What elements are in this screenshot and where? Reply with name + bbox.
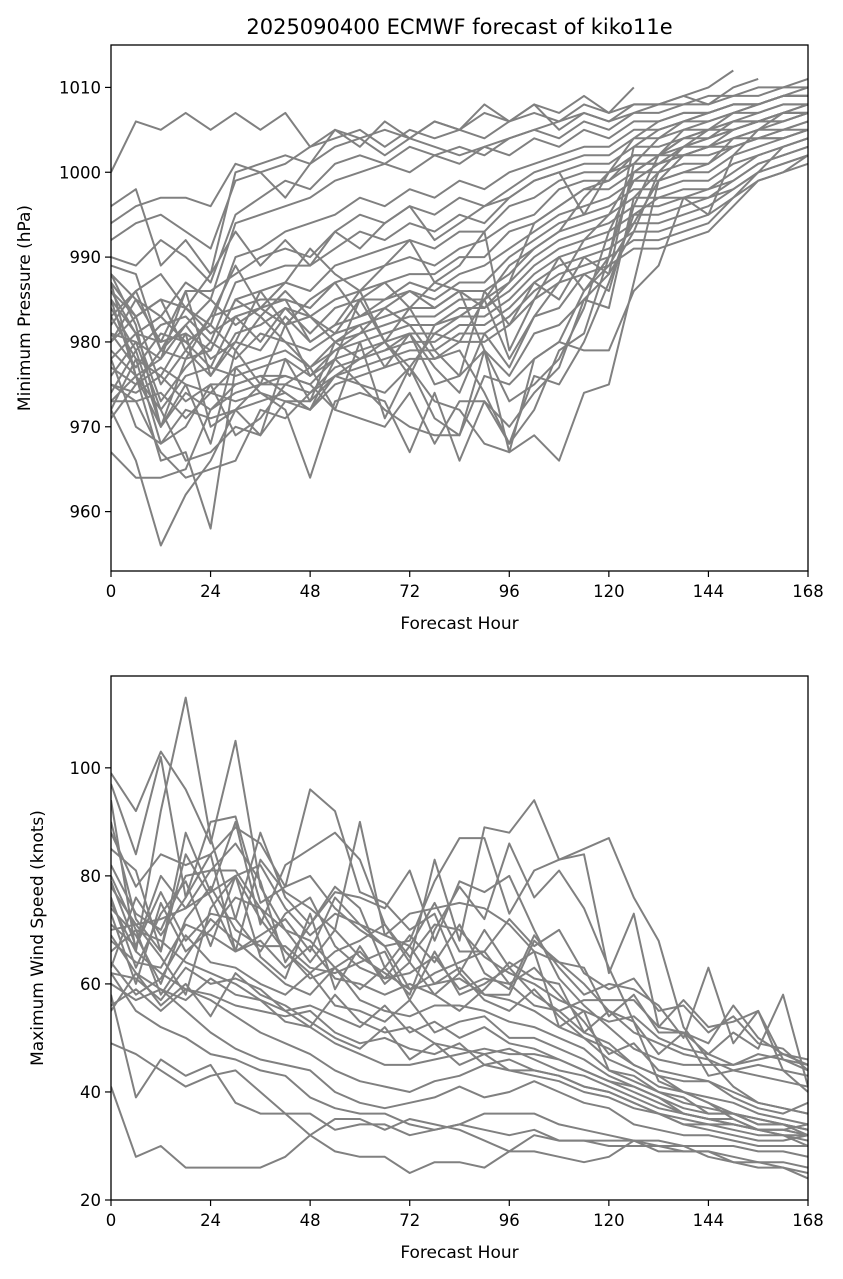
chart-title: 2025090400 ECMWF forecast of kiko11e [246, 15, 672, 39]
wind-y-tick-label: 100 [70, 759, 102, 778]
pressure-ensemble-member-line [111, 111, 808, 343]
pressure-x-tick-label: 48 [300, 582, 321, 601]
wind-y-tick-label: 80 [80, 867, 101, 886]
wind-ensemble-member-line [111, 696, 808, 1147]
pressure-x-tick-label: 96 [499, 582, 520, 601]
pressure-axes-frame [110, 44, 809, 572]
pressure-ensemble-member-line [111, 69, 734, 276]
wind-ensemble-member-line [111, 869, 808, 1072]
pressure-x-tick-label: 168 [792, 582, 824, 601]
pressure-ensemble-member-line [111, 94, 808, 547]
wind-ensemble-member-line [111, 885, 808, 1093]
pressure-y-tick-label: 980 [70, 333, 102, 352]
pressure-ensemble-member-line [111, 103, 808, 479]
wind-ensemble-member-line [111, 842, 808, 1066]
wind-x-tick-label: 24 [200, 1211, 221, 1230]
pressure-x-tick-label: 0 [106, 582, 117, 601]
wind-x-axis-label: Forecast Hour [400, 1243, 518, 1263]
pressure-ensemble-member-line [111, 111, 808, 352]
wind-ensemble-member-line [111, 923, 808, 1126]
wind-ensemble-member-line [111, 874, 808, 1066]
pressure-ensemble-member-line [111, 77, 759, 225]
pressure-x-tick-label: 72 [399, 582, 420, 601]
pressure-y-tick-label: 970 [70, 418, 102, 437]
pressure-ensemble-member-line [111, 154, 808, 420]
wind-ensemble-member-line [111, 799, 808, 1077]
pressure-ensemble-member-line [111, 145, 808, 394]
pressure-panel: 0 24 48 72 96 120 144 168 960 970 980 990 1000 1010 Fo… [15, 15, 824, 634]
wind-ensemble-member-line [111, 864, 808, 1088]
wind-ensemble-member-line [111, 896, 808, 1115]
wind-ensemble-member-line [111, 1042, 808, 1174]
pressure-y-axis-label: Minimum Pressure (hPa) [15, 205, 35, 411]
pressure-y-tick-label: 1010 [59, 78, 101, 97]
wind-y-tick-label: 20 [80, 1191, 101, 1210]
wind-ensemble-member-line [111, 972, 808, 1142]
pressure-x-tick-label: 24 [200, 582, 221, 601]
pressure-ensemble-member-line [111, 77, 808, 250]
wind-ensemble-member-line [111, 994, 808, 1169]
pressure-y-tick-label: 990 [70, 248, 102, 267]
pressure-ensemble-member-line [111, 128, 808, 369]
pressure-ensemble-member-line [111, 137, 808, 377]
pressure-ensemble-member-line [111, 137, 808, 445]
wind-panel: 0 24 48 72 96 120 144 168 20 40 60 80 100 Forecast Ho… [28, 675, 824, 1263]
wind-series-group [111, 696, 808, 1180]
wind-y-tick-label: 40 [80, 1083, 101, 1102]
pressure-ensemble-member-line [111, 86, 808, 284]
wind-ensemble-member-line [111, 934, 808, 1131]
wind-x-tick-label: 48 [300, 1211, 321, 1230]
pressure-y-tick-label: 960 [70, 503, 102, 522]
pressure-ensemble-member-line [111, 128, 808, 419]
wind-ensemble-member-line [111, 934, 808, 1147]
pressure-ensemble-member-line [111, 111, 808, 479]
pressure-ensemble-member-line [111, 120, 808, 360]
wind-x-tick-label: 0 [106, 1211, 117, 1230]
pressure-ensemble-member-line [111, 111, 808, 352]
pressure-y-tick-label: 1000 [59, 163, 101, 182]
pressure-ensemble-member-line [111, 86, 808, 403]
wind-ensemble-member-line [111, 756, 808, 1137]
wind-ensemble-member-line [111, 853, 808, 1066]
pressure-ensemble-member-line [111, 154, 808, 403]
pressure-ensemble-member-line [111, 94, 808, 318]
wind-ensemble-member-line [111, 972, 808, 1158]
wind-ensemble-member-line [111, 826, 808, 1115]
pressure-x-tick-label: 144 [693, 582, 725, 601]
wind-x-tick-label: 120 [593, 1211, 625, 1230]
pressure-ensemble-member-line [111, 94, 808, 352]
wind-y-tick-label: 60 [80, 975, 101, 994]
wind-ensemble-member-line [111, 874, 808, 1087]
wind-ensemble-member-line [111, 820, 808, 1072]
wind-axes-frame [110, 675, 809, 1201]
wind-x-tick-label: 96 [499, 1211, 520, 1230]
wind-x-tick-label: 144 [693, 1211, 725, 1230]
wind-x-tick-label: 72 [399, 1211, 420, 1230]
wind-x-tick-label: 168 [792, 1211, 824, 1230]
pressure-x-tick-label: 120 [593, 582, 625, 601]
pressure-x-axis-label: Forecast Hour [400, 614, 518, 634]
pressure-series-group [111, 69, 808, 547]
wind-y-axis-label: Maximum Wind Speed (knots) [28, 810, 48, 1066]
wind-ensemble-member-line [111, 902, 808, 1142]
wind-ensemble-member-line [111, 988, 808, 1137]
